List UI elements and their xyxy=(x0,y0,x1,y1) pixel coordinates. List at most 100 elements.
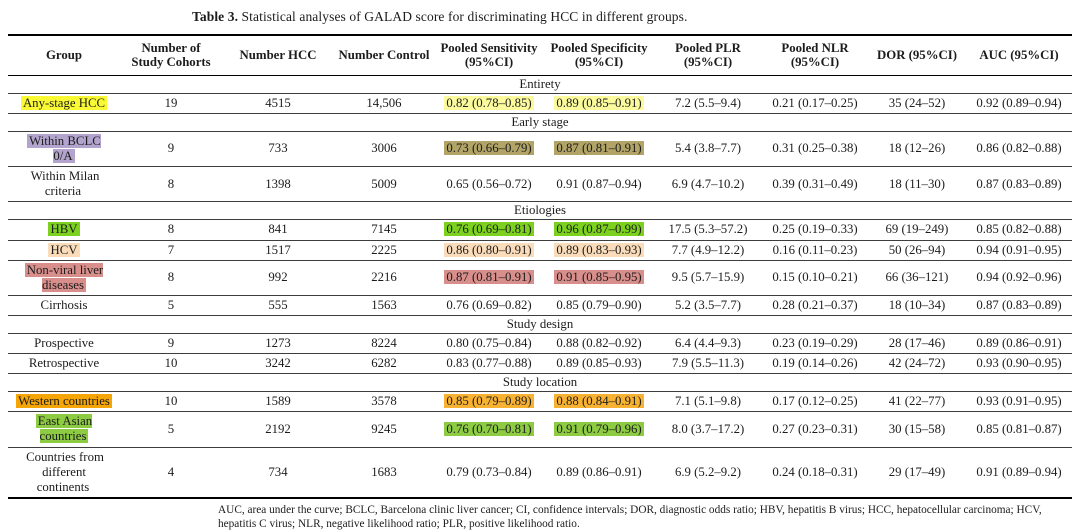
cell-hcc: 1517 xyxy=(265,242,291,257)
table-caption-label: Table 3. xyxy=(192,9,239,24)
cell-nlr: 0.24 (0.18–0.31) xyxy=(772,464,858,479)
value-highlight: 0.76 (0.70–0.81) xyxy=(444,421,534,436)
cell-dor: 18 (11–30) xyxy=(888,176,946,191)
cell-plr: 7.9 (5.5–11.3) xyxy=(671,356,745,371)
cell-cohorts: 8 xyxy=(167,222,175,237)
cell-dor: 50 (26–94) xyxy=(888,242,946,257)
col-header-auc: AUC (95%CI) xyxy=(966,35,1072,76)
table-row-any-stage-hcc: Any-stage HCC 19 4515 14,506 0.82 (0.78–… xyxy=(8,93,1072,113)
cell-nlr: 0.31 (0.25–0.38) xyxy=(772,141,858,156)
results-table: Group Number of Study Cohorts Number HCC… xyxy=(8,34,1072,499)
section-header-early-stage: Early stage xyxy=(8,113,1072,131)
cell-control: 9245 xyxy=(371,421,397,436)
cell-dor: 18 (12–26) xyxy=(888,141,946,156)
group-highlight: East Asian countries xyxy=(35,414,93,444)
cell-specificity: 0.89 (0.85–0.93) xyxy=(556,356,642,371)
cell-control: 1563 xyxy=(371,297,397,312)
value-highlight: 0.91 (0.85–0.95) xyxy=(554,270,644,285)
cell-cohorts: 4 xyxy=(167,464,175,479)
cell-nlr: 0.21 (0.17–0.25) xyxy=(772,95,858,110)
cell-control: 14,506 xyxy=(366,95,402,110)
cell-group: Retrospective xyxy=(8,354,120,374)
cell-specificity: 0.91 (0.79–0.96) xyxy=(544,412,654,447)
cell-group: Within BCLC 0/A xyxy=(8,131,120,166)
cell-control: 2216 xyxy=(371,270,397,285)
section-header-study-location: Study location xyxy=(8,373,1072,392)
col-header-sensitivity: Pooled Sensitivity (95%CI) xyxy=(434,35,544,76)
section-label: Entirety xyxy=(519,76,561,91)
section-label: Study design xyxy=(506,316,574,331)
value-highlight: 0.82 (0.78–0.85) xyxy=(444,95,534,110)
cell-sensitivity: 0.82 (0.78–0.85) xyxy=(434,93,544,113)
cell-cohorts: 8 xyxy=(167,270,175,285)
value-highlight: 0.87 (0.81–0.91) xyxy=(444,270,534,285)
group-highlight: HBV xyxy=(48,222,80,237)
table-row-cirrhosis: Cirrhosis 5 555 1563 0.76 (0.69–0.82) 0.… xyxy=(8,295,1072,315)
table-footnote: AUC, area under the curve; BCLC, Barcelo… xyxy=(218,503,1042,531)
cell-hcc: 555 xyxy=(268,297,288,312)
cell-cohorts: 10 xyxy=(164,356,178,371)
table-caption: Table 3. Statistical analyses of GALAD s… xyxy=(192,9,1072,25)
cell-hcc: 841 xyxy=(268,222,288,237)
cell-nlr: 0.17 (0.12–0.25) xyxy=(772,394,858,409)
cell-dor: 66 (36–121) xyxy=(885,270,949,285)
section-label: Early stage xyxy=(511,114,569,129)
cell-sensitivity: 0.76 (0.69–0.81) xyxy=(434,220,544,240)
cell-specificity: 0.96 (0.87–0.99) xyxy=(544,220,654,240)
cell-specificity: 0.87 (0.81–0.91) xyxy=(544,131,654,166)
cell-plr: 5.4 (3.8–7.7) xyxy=(674,141,742,156)
cell-sensitivity: 0.87 (0.81–0.91) xyxy=(434,260,544,295)
table-row-hbv: HBV 8 841 7145 0.76 (0.69–0.81) 0.96 (0.… xyxy=(8,219,1072,240)
cell-sensitivity: 0.76 (0.70–0.81) xyxy=(434,412,544,447)
cell-group: HCV xyxy=(8,240,120,260)
value-highlight: 0.91 (0.79–0.96) xyxy=(554,421,644,436)
cell-specificity: 0.91 (0.87–0.94) xyxy=(556,176,642,191)
cell-hcc: 992 xyxy=(268,270,288,285)
cell-specificity: 0.89 (0.83–0.93) xyxy=(544,240,654,260)
cell-sensitivity: 0.65 (0.56–0.72) xyxy=(446,176,532,191)
cell-group: Countries from different continents xyxy=(8,447,120,498)
table-row-countries-different-continents: Countries from different continents 4 73… xyxy=(8,447,1072,498)
cell-dor: 69 (19–249) xyxy=(885,222,949,237)
col-header-specificity: Pooled Specificity (95%CI) xyxy=(544,35,654,76)
cell-hcc: 1589 xyxy=(265,394,291,409)
group-label: Cirrhosis xyxy=(40,297,88,312)
table-row-east-asian-countries: East Asian countries 5 2192 9245 0.76 (0… xyxy=(8,411,1072,447)
cell-specificity: 0.88 (0.84–0.91) xyxy=(544,392,654,412)
group-highlight: Within BCLC 0/A xyxy=(27,133,101,164)
cell-plr: 6.4 (4.4–9.3) xyxy=(674,335,742,350)
cell-specificity: 0.89 (0.85–0.91) xyxy=(544,93,654,113)
cell-sensitivity: 0.79 (0.73–0.84) xyxy=(446,464,532,479)
cell-cohorts: 8 xyxy=(167,176,175,191)
cell-specificity: 0.89 (0.86–0.91) xyxy=(556,464,642,479)
cell-plr: 17.5 (5.3–57.2) xyxy=(668,222,748,237)
cell-group: East Asian countries xyxy=(8,412,120,447)
table-row-prospective: Prospective 9 1273 8224 0.80 (0.75–0.84)… xyxy=(8,333,1072,353)
cell-nlr: 0.28 (0.21–0.37) xyxy=(772,297,858,312)
cell-group: Cirrhosis xyxy=(8,295,120,315)
cell-cohorts: 5 xyxy=(167,297,175,312)
col-header-hcc: Number HCC xyxy=(222,35,334,76)
table-row-non-viral: Non-viral liver diseases 8 992 2216 0.87… xyxy=(8,260,1072,295)
table-row-western-countries: Western countries 10 1589 3578 0.85 (0.7… xyxy=(8,391,1072,412)
cell-nlr: 0.27 (0.23–0.31) xyxy=(772,421,858,436)
cell-cohorts: 19 xyxy=(164,95,178,110)
cell-group: Within Milan criteria xyxy=(8,167,120,202)
cell-auc: 0.92 (0.89–0.94) xyxy=(976,95,1062,110)
cell-control: 6282 xyxy=(371,356,397,371)
cell-auc: 0.86 (0.82–0.88) xyxy=(976,141,1062,156)
cell-dor: 42 (24–72) xyxy=(888,356,946,371)
cell-control: 2225 xyxy=(371,242,397,257)
cell-sensitivity: 0.76 (0.69–0.82) xyxy=(446,297,532,312)
cell-nlr: 0.39 (0.31–0.49) xyxy=(772,176,858,191)
group-highlight: Western countries xyxy=(16,394,112,409)
cell-nlr: 0.23 (0.19–0.29) xyxy=(772,335,858,350)
cell-group: Any-stage HCC xyxy=(8,93,120,113)
cell-control: 3006 xyxy=(371,141,397,156)
value-highlight: 0.88 (0.84–0.91) xyxy=(554,394,644,409)
cell-auc: 0.87 (0.83–0.89) xyxy=(976,176,1062,191)
section-header-etiologies: Etiologies xyxy=(8,201,1072,220)
cell-plr: 9.5 (5.7–15.9) xyxy=(671,270,745,285)
col-header-nlr: Pooled NLR (95%CI) xyxy=(762,35,868,76)
